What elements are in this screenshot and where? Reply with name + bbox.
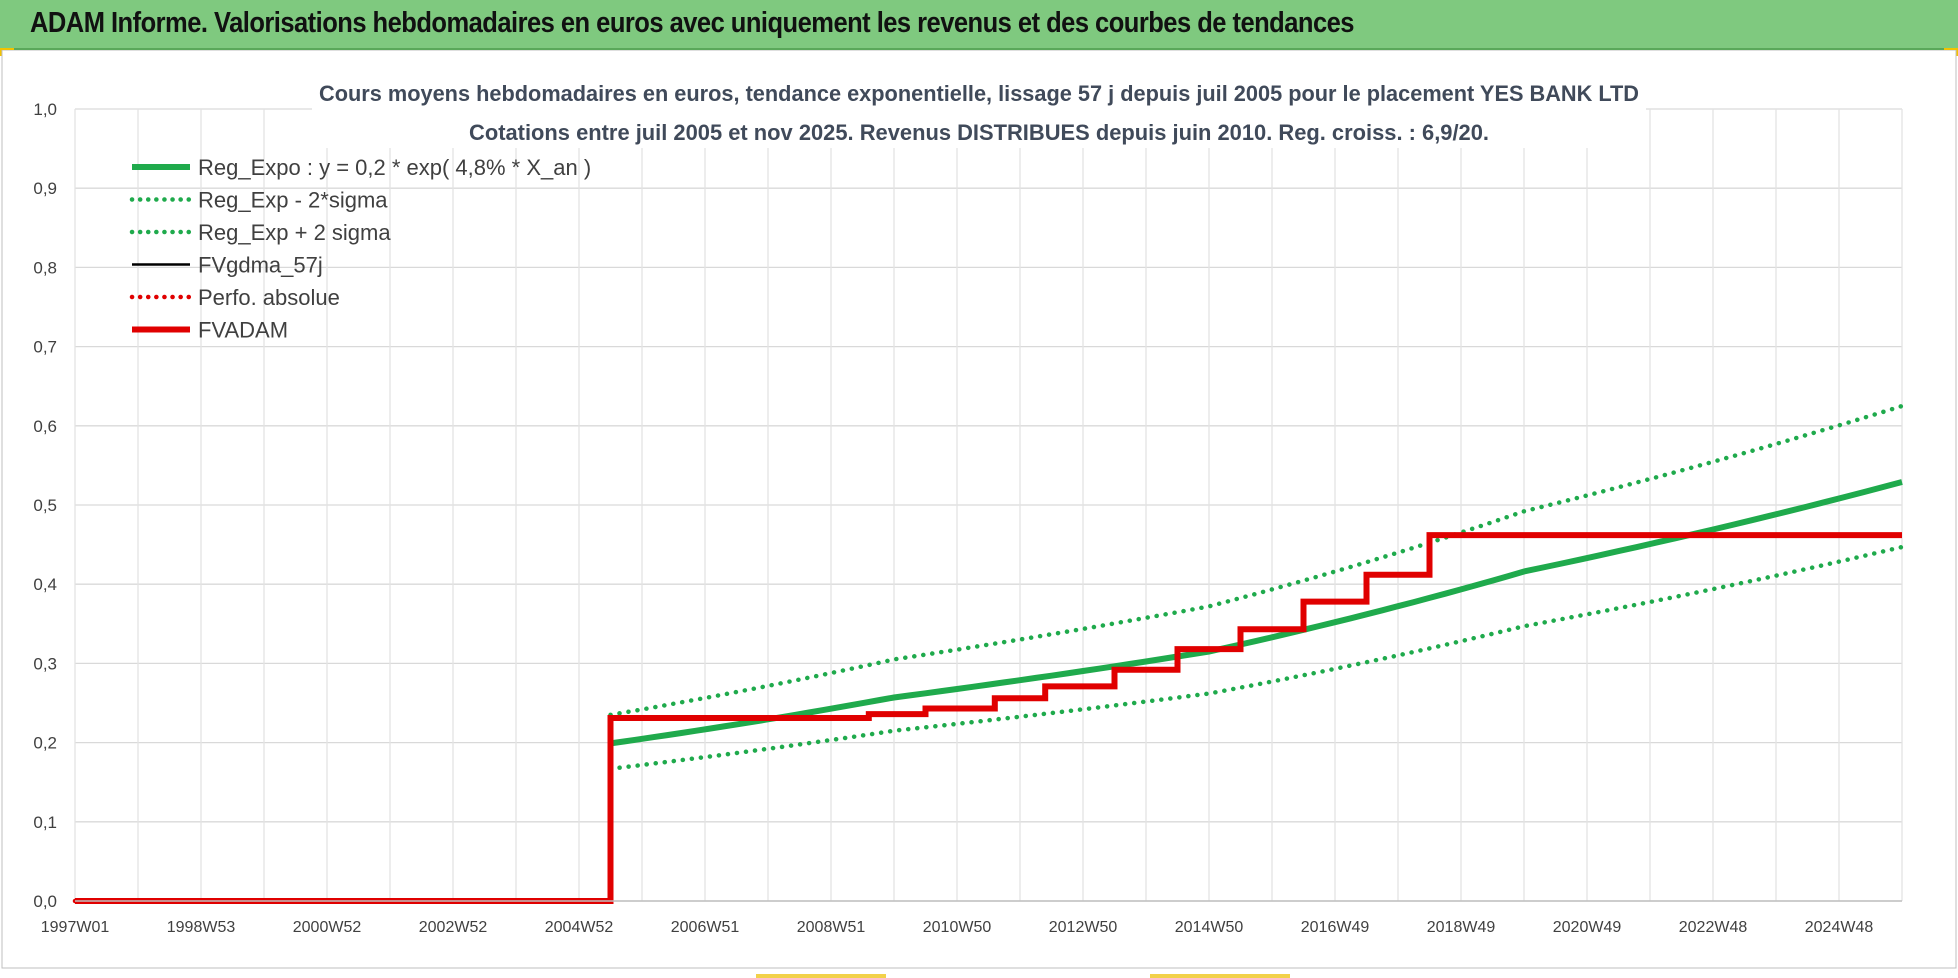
series-line-2 [608, 403, 1905, 718]
chart-area [1, 50, 1957, 969]
x-tick-label: 2018W49 [1427, 919, 1496, 936]
legend-label: Reg_Exp - 2*sigma [198, 188, 388, 213]
y-tick-label: 0,9 [33, 179, 57, 198]
x-tick-label: 1997W01 [41, 919, 110, 936]
y-tick-label: 0,0 [33, 892, 57, 911]
y-tick-label: 0,4 [33, 575, 57, 594]
x-tick-label: 2022W48 [1679, 919, 1748, 936]
chart: 0,0 0,1 0,2 0,3 0,4 0,5 0,6 0,7 0,8 0,9 1,0 1997W01… [1, 50, 1957, 969]
y-tick-label: 0,5 [33, 496, 57, 515]
header-bar: ADAM Informe. Valorisations hebdomadaire… [0, 0, 1958, 50]
bottom-accent-1 [756, 974, 886, 978]
legend: Reg_Expo : y = 0,2 * exp( 4,8% * X_an ) R… [129, 155, 591, 343]
y-tick-label: 1,0 [33, 100, 57, 119]
x-tick-label: 2010W50 [923, 919, 992, 936]
legend-label: FVADAM [198, 318, 288, 343]
x-tick-label: 2024W48 [1805, 919, 1874, 936]
x-tick-label: 2002W52 [419, 919, 488, 936]
x-tick-label: 2000W52 [293, 919, 362, 936]
x-tick-label: 1998W53 [167, 919, 236, 936]
x-tick-label: 2016W49 [1301, 919, 1370, 936]
x-tick-label: 2014W50 [1175, 919, 1244, 936]
series-group [72, 403, 1905, 904]
legend-label: FVgdma_57j [198, 253, 323, 278]
bottom-accent-2 [1150, 974, 1290, 978]
page-title: ADAM Informe. Valorisations hebdomadaire… [30, 7, 1354, 39]
legend-label: Perfo. absolue [198, 285, 340, 310]
x-tick-label: 2020W49 [1553, 919, 1622, 936]
x-tick-label: 2006W51 [671, 919, 740, 936]
y-tick-label: 0,6 [33, 417, 57, 436]
x-tick-label: 2008W51 [797, 919, 866, 936]
y-tick-label: 0,8 [33, 258, 57, 277]
legend-label: Reg_Exp + 2 sigma [198, 220, 391, 245]
x-tick-label: 2004W52 [545, 919, 614, 936]
chart-title-line-2: Cotations entre juil 2005 et nov 2025. R… [469, 120, 1489, 145]
series-line-5 [75, 532, 1902, 904]
y-tick-label: 0,7 [33, 338, 57, 357]
x-tick-label: 2012W50 [1049, 919, 1118, 936]
axes: 0,0 0,1 0,2 0,3 0,4 0,5 0,6 0,7 0,8 0,9 1,0 1997W01… [33, 100, 1902, 936]
chart-title-box [312, 70, 1646, 148]
y-tick-label: 0,3 [33, 654, 57, 673]
y-tick-label: 0,2 [33, 734, 57, 753]
legend-label: Reg_Expo : y = 0,2 * exp( 4,8% * X_an ) [198, 155, 591, 180]
series-line-1 [608, 544, 1905, 771]
y-tick-label: 0,1 [33, 813, 57, 832]
chart-title-line-1: Cours moyens hebdomadaires en euros, ten… [319, 81, 1639, 106]
